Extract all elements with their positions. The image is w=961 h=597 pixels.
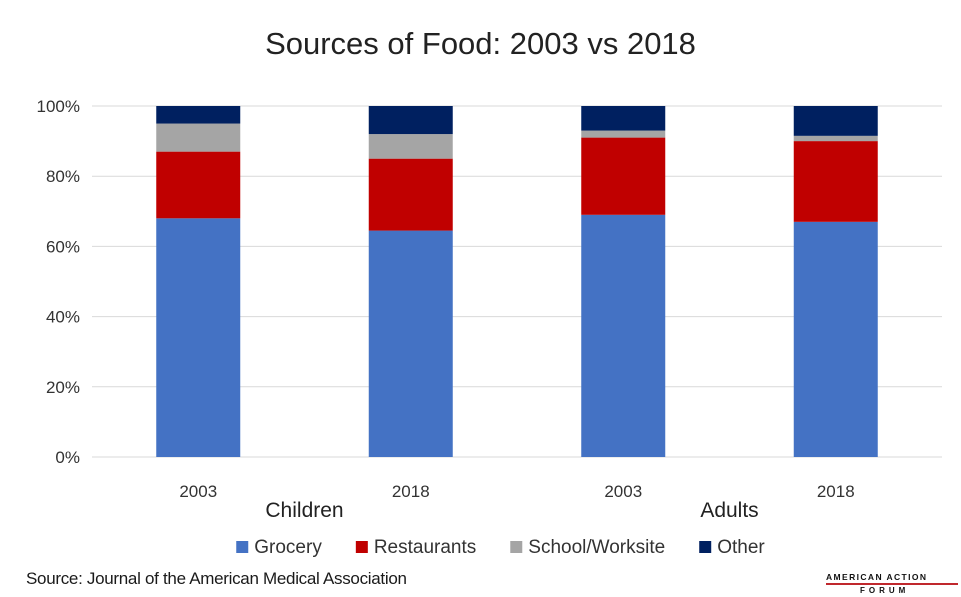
y-tick-label: 40% (46, 308, 80, 327)
legend-label: Grocery (254, 537, 322, 558)
bar-segment (581, 130, 666, 138)
bar-segment (156, 106, 241, 124)
axis-labels: 0% 20% 40% 60% 80% 100% 2003 2018 2003 2018 Childr… (37, 97, 855, 522)
bar-segment (156, 218, 241, 457)
legend-item: Restaurants (355, 537, 476, 558)
group-label: Adults (700, 499, 758, 522)
x-tick-label: 2003 (604, 482, 642, 501)
bar-segment (793, 221, 878, 457)
bars (156, 106, 878, 457)
bar-segment (368, 158, 453, 231)
legend-swatch (510, 541, 523, 553)
bar-segment (368, 134, 453, 159)
legend-label: School/Worksite (528, 537, 665, 558)
x-tick-label: 2003 (179, 482, 217, 501)
y-tick-label: 100% (37, 97, 80, 116)
legend-items: Grocery Restaurants School/Worksite Other (236, 537, 765, 558)
y-tick-label: 80% (46, 167, 80, 186)
logo-text-bottom: FORUM (860, 586, 910, 595)
bar-segment (581, 106, 666, 131)
y-tick-label: 0% (55, 448, 80, 467)
y-tick-label: 60% (46, 237, 80, 256)
x-tick-label: 2018 (392, 482, 430, 501)
source-note: Source: Journal of the American Medical … (26, 569, 407, 588)
group-label: Children (265, 499, 343, 522)
legend-swatch (699, 541, 712, 553)
bar-segment (156, 123, 241, 152)
legend: Grocery Restaurants School/Worksite Other (236, 537, 765, 558)
logo-text-top: AMERICAN ACTION (826, 572, 928, 582)
chart-title: Sources of Food: 2003 vs 2018 (265, 26, 696, 61)
bar-segment (581, 214, 666, 457)
bar-segment (793, 135, 878, 142)
bar-segment (368, 230, 453, 457)
legend-item: Grocery (236, 537, 322, 558)
bar-segment (793, 141, 878, 222)
legend-label: Other (717, 537, 765, 558)
y-tick-label: 20% (46, 378, 80, 397)
legend-swatch (236, 541, 249, 553)
bar-segment (156, 151, 241, 219)
legend-item: Other (699, 537, 765, 558)
legend-item: School/Worksite (510, 537, 665, 558)
bar-segment (368, 106, 453, 135)
legend-swatch (355, 541, 368, 553)
bar-segment (793, 106, 878, 136)
logo-rule (826, 583, 958, 585)
x-tick-label: 2018 (817, 482, 855, 501)
bar-segment (581, 137, 666, 215)
legend-label: Restaurants (374, 537, 476, 558)
american-action-forum-logo: AMERICAN ACTION FORUM (826, 572, 958, 596)
